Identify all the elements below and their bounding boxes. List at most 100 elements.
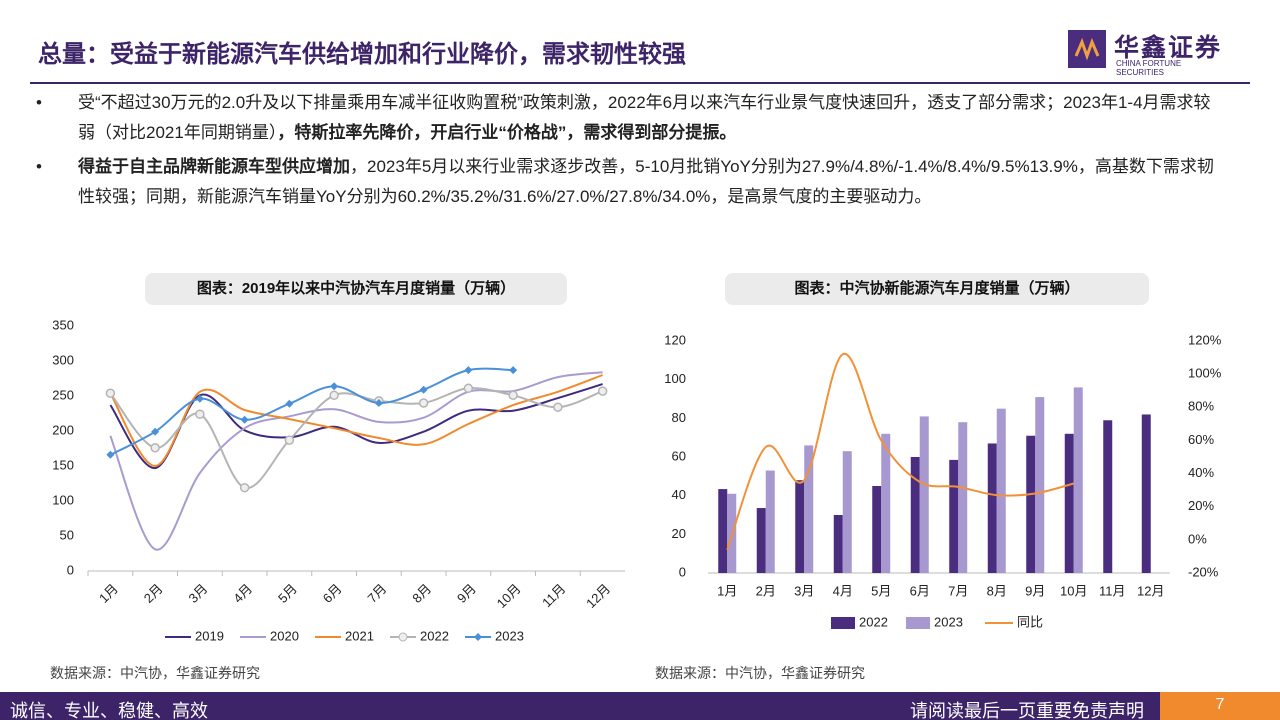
series-line (726, 353, 1075, 551)
x-tick-label: 8月 (409, 581, 434, 606)
legend-label: 2020 (270, 628, 299, 643)
marker (509, 366, 518, 375)
marker (195, 409, 205, 419)
y-tick-label: 200 (52, 422, 74, 437)
legend-label: 2022 (859, 614, 888, 629)
marker (106, 450, 115, 459)
x-tick-label: 3月 (186, 581, 211, 606)
slide-title: 总量：受益于新能源汽车供给增加和行业降价，需求韧性较强 (38, 41, 686, 68)
bullet-text: 得益于自主品牌新能源车型供应增加 (78, 157, 350, 176)
bar (881, 433, 891, 573)
y-tick-label: 40 (672, 487, 686, 502)
source: 数据来源：中汽协，华鑫证券研究 (655, 665, 865, 681)
bullet-text: ，2023年5月以来行业需求逐步改善，5-10月批销YoY分别为27.9%/4.… (78, 157, 1214, 206)
marker (195, 394, 204, 403)
bar (919, 416, 929, 573)
x-tick-label: 5月 (275, 581, 300, 606)
x-tick-label: 11月 (1099, 583, 1126, 598)
logo-subtext: CHINA FORTUNE SECURITIES (1116, 59, 1182, 77)
bar (765, 470, 775, 573)
bar (910, 457, 920, 573)
x-tick-label: 7月 (948, 583, 968, 598)
legend-label: 2023 (934, 614, 963, 629)
marker (464, 366, 473, 375)
marker (463, 383, 474, 394)
x-tick-label: 2月 (141, 581, 166, 606)
y2-tick-label: 0% (1188, 531, 1207, 546)
marker (284, 435, 295, 445)
marker (330, 382, 339, 391)
y2-tick-label: 60% (1188, 432, 1214, 447)
bar (996, 408, 1006, 573)
legend-swatch (831, 617, 855, 629)
bar (958, 422, 968, 573)
page-number: 7 (1160, 692, 1280, 720)
footer-motto: 诚信、专业、稳健、高效 (10, 701, 208, 720)
bar (842, 451, 852, 573)
logo: 华鑫证券 CHINA FORTUNE SECURITIES (1068, 28, 1228, 77)
y-tick-label: 0 (67, 562, 74, 577)
x-tick-label: 5月 (871, 583, 891, 598)
logo-icon (1068, 30, 1106, 68)
x-tick-label: 9月 (1025, 583, 1045, 598)
legend-label: 2022 (420, 628, 449, 643)
legend-label: 2019 (195, 628, 224, 643)
y-tick-label: 100 (664, 371, 686, 386)
chart-title: 图表：中汽协新能源汽车月度销量（万辆） (725, 273, 1149, 305)
marker (597, 386, 608, 396)
bar (1073, 387, 1083, 573)
y-tick-label: 50 (60, 527, 74, 542)
x-tick-label: 7月 (365, 581, 390, 606)
bar (804, 445, 814, 573)
series-line (109, 367, 514, 456)
x-tick-label: 2月 (756, 583, 776, 598)
x-tick-label: 10月 (1060, 583, 1087, 598)
chart-title: 图表：2019年以来中汽协汽车月度销量（万辆） (145, 273, 567, 305)
x-tick-label: 1月 (96, 581, 121, 606)
title-rule (30, 82, 1250, 84)
series-line (109, 387, 603, 489)
bar (795, 480, 805, 573)
x-tick-label: 6月 (320, 581, 345, 606)
legend-label: 2021 (345, 628, 374, 643)
y-tick-label: 120 (664, 332, 686, 347)
marker (105, 388, 116, 398)
x-tick-label: 12月 (583, 581, 613, 611)
marker (285, 399, 294, 408)
marker (329, 390, 339, 401)
y-tick-label: 100 (52, 492, 74, 507)
marker (419, 385, 428, 394)
bullet-text: 受“不超过30万元的2.0升及以下排量乘用车减半征收购置税”政策刺激，2022年… (78, 93, 1211, 142)
y2-tick-label: 80% (1188, 399, 1214, 414)
bar (949, 459, 959, 573)
bar (833, 515, 843, 573)
series-line (109, 383, 603, 470)
x-tick-label: 1月 (717, 583, 737, 598)
marker (374, 399, 383, 407)
legend-label: 2023 (495, 628, 524, 643)
bar (1026, 435, 1036, 573)
y-tick-label: 60 (672, 448, 686, 463)
x-tick-label: 3月 (794, 583, 814, 598)
x-tick-label: 4月 (833, 583, 853, 598)
y-tick-label: 20 (672, 526, 686, 541)
y2-tick-label: 120% (1188, 332, 1222, 347)
y2-tick-label: -20% (1188, 564, 1219, 579)
x-tick-label: 6月 (910, 583, 930, 598)
logo-text: 华鑫证券 (1114, 34, 1223, 62)
x-tick-label: 11月 (539, 581, 568, 610)
bar (1141, 414, 1151, 573)
footer-disclaimer: 请阅读最后一页重要免责声明 (910, 701, 1144, 720)
y-tick-label: 80 (672, 410, 686, 425)
x-tick-label: 4月 (230, 581, 255, 606)
legend-marker (474, 633, 482, 641)
y-tick-label: 150 (52, 457, 74, 472)
y2-tick-label: 40% (1188, 465, 1214, 480)
marker (418, 398, 429, 408)
x-tick-label: 10月 (494, 581, 524, 611)
marker (508, 390, 518, 401)
marker (239, 482, 250, 493)
source: 数据来源：中汽协，华鑫证券研究 (50, 665, 260, 681)
marker (553, 402, 563, 412)
